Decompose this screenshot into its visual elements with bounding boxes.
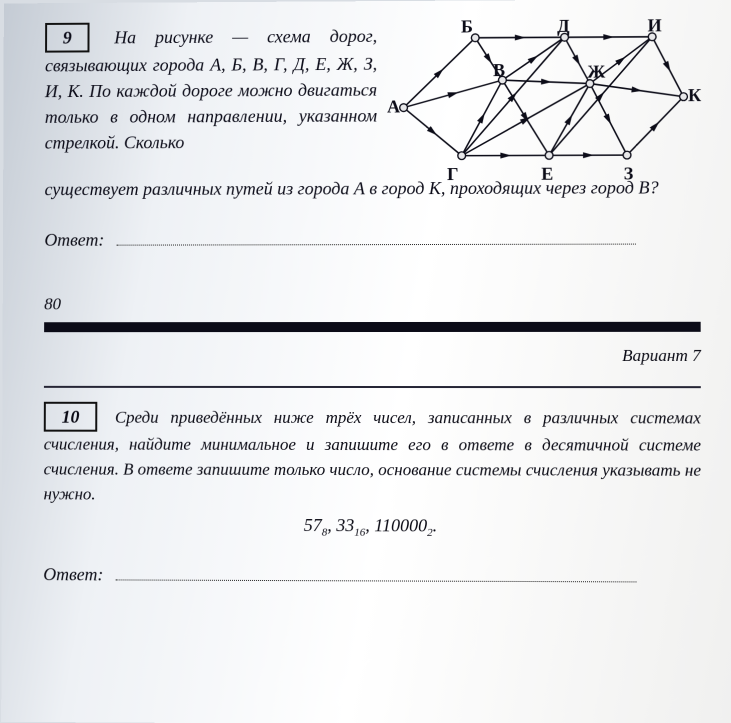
graph-svg bbox=[389, 19, 700, 175]
answer-9-line bbox=[117, 231, 636, 246]
problem-10-number-box: 10 bbox=[44, 402, 98, 432]
graph-node bbox=[623, 151, 631, 159]
graph-node bbox=[545, 151, 553, 159]
q10-number: 57 bbox=[304, 515, 322, 535]
graph-node bbox=[680, 93, 688, 101]
answer-9-label: Ответ: bbox=[44, 230, 104, 250]
graph-node-label: В bbox=[493, 60, 505, 81]
graph-node-label: И bbox=[648, 15, 662, 36]
problem-9-text: На рисунке — схема дорог, связывающих го… bbox=[45, 26, 377, 153]
q10-number-base: 2 bbox=[427, 527, 433, 539]
q10-number: 110000 bbox=[374, 515, 427, 535]
graph-node-label: Д bbox=[557, 16, 569, 37]
problem-9: 9 На рисунке — схема дорог, связывающих … bbox=[45, 19, 701, 176]
page: 9 На рисунке — схема дорог, связывающих … bbox=[1, 0, 731, 723]
content: 9 На рисунке — схема дорог, связывающих … bbox=[43, 19, 702, 706]
answer-10-line bbox=[116, 566, 637, 582]
graph-node-label: Ж bbox=[587, 62, 605, 83]
q10-number-base: 16 bbox=[354, 527, 365, 539]
graph-node bbox=[400, 104, 408, 112]
graph-node-label: З bbox=[624, 163, 634, 184]
q10-number-base: 8 bbox=[322, 527, 328, 539]
q10-number: 33 bbox=[336, 515, 354, 535]
roads-graph: АБВГДЕЖЗИК bbox=[389, 19, 700, 175]
graph-node-label: Б bbox=[461, 16, 473, 37]
answer-10-row: Ответ: bbox=[43, 564, 701, 588]
answer-10-label: Ответ: bbox=[43, 564, 103, 584]
answer-9-row: Ответ: bbox=[44, 228, 700, 250]
graph-node-label: А bbox=[387, 96, 400, 117]
graph-node-label: Е bbox=[541, 164, 553, 185]
problem-10-numbers: 578, 3316, 1100002. bbox=[43, 514, 701, 540]
page-number: 80 bbox=[44, 294, 700, 315]
problem-10: 10 Среди приведённых ниже трёх чисел, за… bbox=[44, 402, 702, 508]
graph-edges bbox=[404, 34, 684, 159]
problem-9-number-box: 9 bbox=[45, 23, 89, 53]
thin-divider bbox=[44, 386, 701, 388]
graph-node bbox=[458, 152, 466, 160]
problem-10-text: Среди приведённых ниже трёх чисел, запис… bbox=[44, 408, 701, 504]
graph-node-label: Г bbox=[447, 164, 458, 185]
thick-divider bbox=[44, 322, 701, 332]
variant-label: Вариант 7 bbox=[44, 346, 701, 366]
graph-node-label: К bbox=[688, 85, 701, 106]
problem-9-text-wrap: 9 На рисунке — схема дорог, связывающих … bbox=[45, 21, 377, 156]
